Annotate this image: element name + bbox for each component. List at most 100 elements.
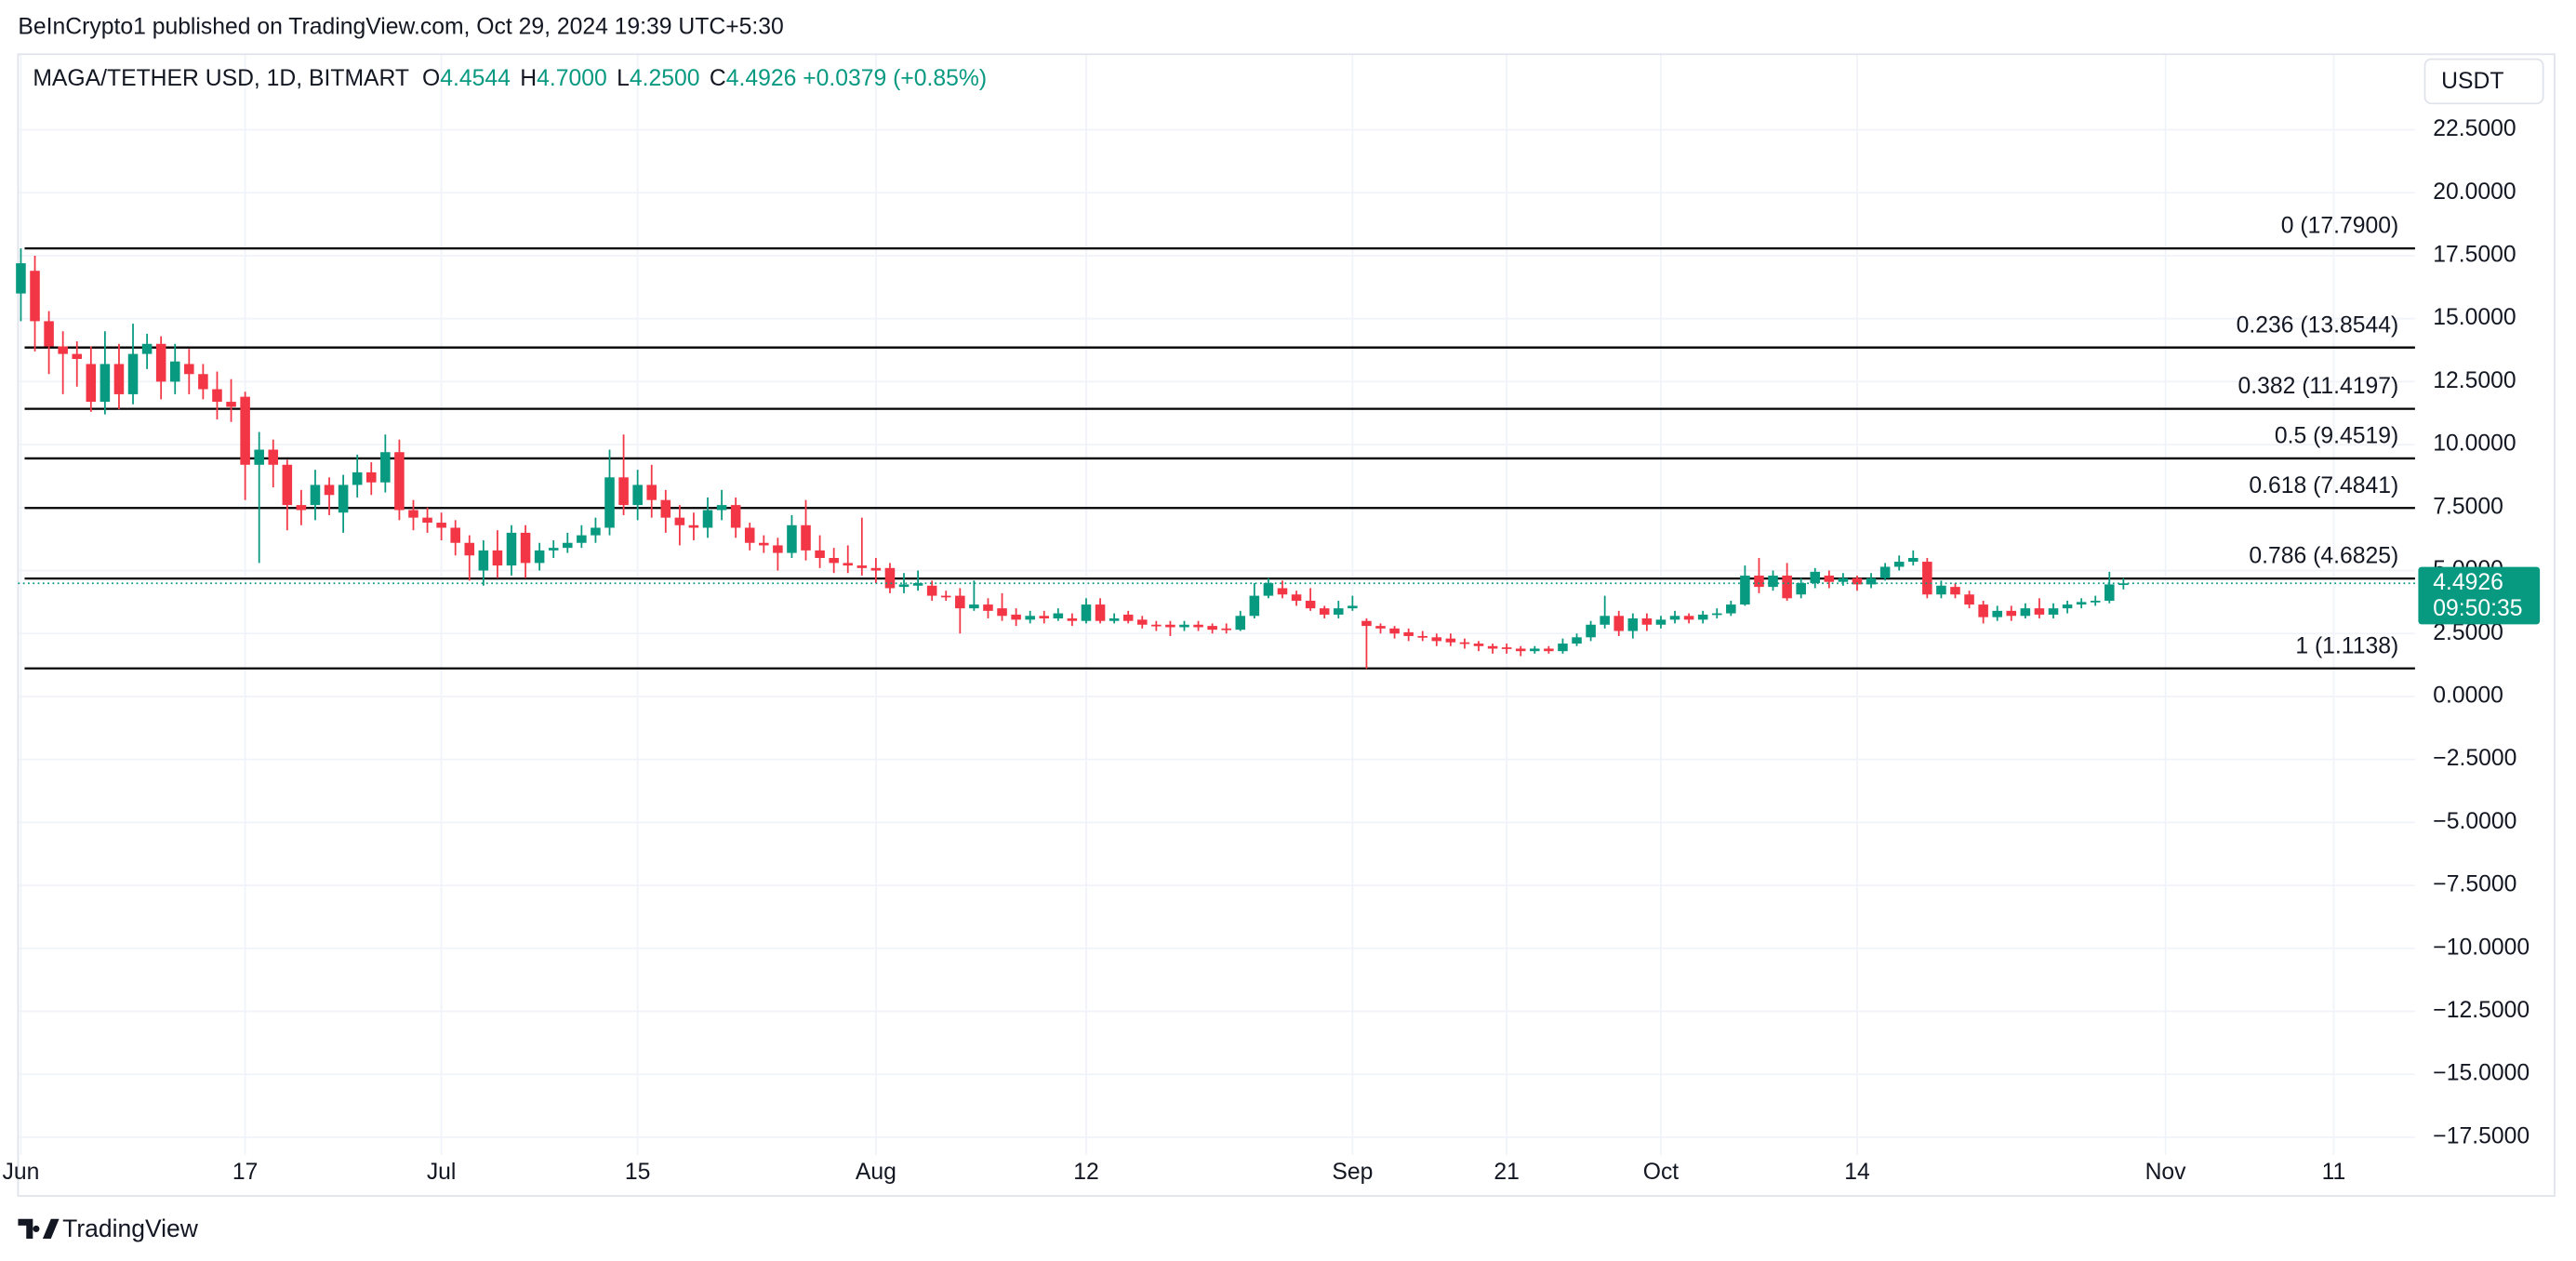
legend-key: O <box>422 65 440 90</box>
candle-body <box>618 477 629 506</box>
candle-body <box>338 484 349 513</box>
x-tick-label: 21 <box>1494 1160 1520 1185</box>
y-tick-label: −7.5000 <box>2433 872 2516 897</box>
y-tick-label: −10.0000 <box>2433 935 2530 960</box>
candle-body <box>1600 616 1610 625</box>
x-tick-label: 14 <box>1844 1160 1870 1185</box>
candle-body <box>212 389 222 403</box>
fib-level-label: 0.618 (7.4841) <box>2249 473 2398 498</box>
candle-body <box>282 464 293 506</box>
candle-body <box>632 484 643 506</box>
candle-body <box>773 545 783 553</box>
candle-body <box>1207 626 1217 630</box>
candle-body <box>716 505 727 511</box>
y-tick-label: −2.5000 <box>2433 746 2516 771</box>
candle-body <box>16 263 26 294</box>
candle-body <box>1053 613 1064 618</box>
candle-body <box>787 524 797 553</box>
candle-body <box>422 517 432 524</box>
candle-body <box>1081 604 1092 621</box>
candle-body <box>268 449 279 465</box>
candle-body <box>184 364 194 375</box>
candle-body <box>1319 608 1330 615</box>
candle-body <box>1796 583 1806 595</box>
candle-body <box>1348 605 1358 609</box>
candle-body <box>1641 617 1653 625</box>
candle-body <box>1950 587 1960 595</box>
candle-body <box>1334 608 1344 615</box>
candle-body <box>2020 608 2031 617</box>
fib-level-label: 1 (1.1138) <box>2295 633 2398 658</box>
candle-body <box>534 550 545 564</box>
candle-body <box>1305 601 1316 609</box>
candle-body <box>1291 594 1302 602</box>
candle-body <box>1922 562 1932 595</box>
candle-body <box>100 364 111 403</box>
candle-body <box>1907 557 1919 563</box>
candle-body <box>1852 577 1863 585</box>
legend-change: +0.0379 (+0.85%) <box>803 65 987 90</box>
candle-body <box>155 343 166 382</box>
legend-value: 4.4926 <box>726 65 797 90</box>
legend-key: C <box>710 65 726 90</box>
currency-label[interactable]: USDT <box>2441 69 2503 94</box>
candle-body <box>86 364 97 403</box>
candle-body <box>1544 648 1554 652</box>
candle-body <box>912 583 923 586</box>
grid <box>18 54 2415 1155</box>
y-tick-label: 12.5000 <box>2433 368 2516 393</box>
x-tick-label: Jun <box>3 1160 40 1185</box>
x-tick-label: Nov <box>2145 1160 2187 1185</box>
candle-body <box>1824 575 1835 582</box>
candle-body <box>1866 577 1877 585</box>
candle-body <box>2062 604 2073 609</box>
candle-body <box>1936 585 1946 595</box>
y-tick-label: 15.0000 <box>2433 305 2516 330</box>
candle-body <box>127 353 139 394</box>
candle-body <box>898 584 910 588</box>
candle-body <box>1095 604 1106 621</box>
candle-body <box>759 542 769 546</box>
candle-body <box>2006 610 2017 617</box>
legend-value: 4.7000 <box>537 65 607 90</box>
candle-body <box>646 484 657 500</box>
candle-body <box>1487 645 1498 649</box>
candle-body <box>1501 647 1512 649</box>
candle-body <box>58 346 68 354</box>
candle-body <box>955 595 965 609</box>
candle-body <box>1627 617 1639 631</box>
candle-body <box>492 550 503 566</box>
candle-body <box>1768 575 1778 588</box>
candle-body <box>1277 588 1288 595</box>
currency-button[interactable] <box>2423 58 2544 105</box>
x-tick-label: 11 <box>2322 1160 2346 1185</box>
candle-body <box>1879 566 1891 578</box>
candle-body <box>1711 613 1722 616</box>
candle-body <box>365 471 377 483</box>
candle-body <box>1459 642 1470 644</box>
brand-name: TradingView <box>62 1215 199 1242</box>
candle-body <box>2076 602 2087 605</box>
candle-body <box>997 608 1007 617</box>
candle-body <box>1810 571 1821 584</box>
candle-body <box>1165 624 1175 628</box>
candle-body <box>408 510 418 518</box>
x-tick-label: Jul <box>427 1160 457 1185</box>
candle-body <box>1109 617 1120 621</box>
candle-body <box>1263 583 1274 596</box>
legend-value: 4.2500 <box>630 65 700 90</box>
x-tick-label: Oct <box>1643 1160 1680 1185</box>
y-tick-label: 10.0000 <box>2433 431 2516 457</box>
candle-body <box>884 567 896 589</box>
y-tick-label: −17.5000 <box>2433 1123 2530 1148</box>
fib-level-label: 0.5 (9.4519) <box>2275 424 2398 449</box>
candle-body <box>1221 628 1231 630</box>
candle-body <box>1122 614 1134 621</box>
y-tick-label: −15.0000 <box>2433 1061 2530 1086</box>
fib-level-label: 0 (17.7900) <box>2281 214 2398 239</box>
x-tick-label: 17 <box>232 1160 259 1185</box>
candle-body <box>969 604 979 609</box>
candle-body <box>1249 595 1260 617</box>
candle-body <box>506 532 517 566</box>
